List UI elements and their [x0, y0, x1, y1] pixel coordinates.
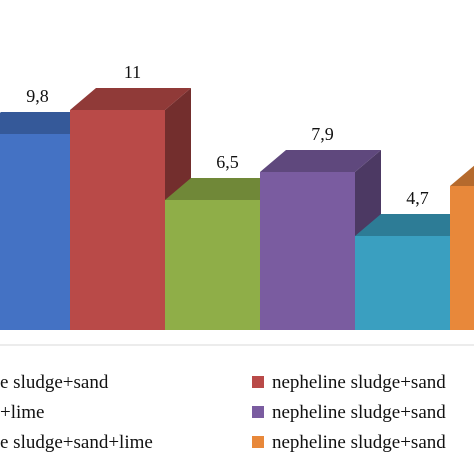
bar-4-top [260, 150, 381, 172]
legend-item-2: nepheline sludge+sand [252, 372, 446, 393]
legend-label: e sludge+sand+lime [0, 432, 153, 453]
legend-label: nepheline sludge+sand [272, 372, 446, 393]
bar-1-front [0, 134, 70, 330]
bar-2-front [70, 110, 165, 330]
bar-3-front [165, 200, 260, 330]
bar-6-front [450, 186, 474, 330]
bar-4-front [260, 172, 355, 330]
bar-2-value-label: 11 [124, 62, 141, 82]
bar-6-top [450, 165, 474, 186]
legend-label: e sludge+sand [0, 372, 109, 393]
bars-group [0, 88, 474, 330]
legend-item-6: nepheline sludge+sand [252, 432, 446, 453]
legend-item-5: e sludge+sand+lime [0, 432, 153, 453]
legend-swatch [252, 406, 264, 418]
bar-3-top [165, 178, 286, 200]
legend-label: +lime [0, 402, 45, 423]
legend-swatch [252, 376, 264, 388]
legend-label: nepheline sludge+sand [272, 402, 446, 423]
legend-swatch [252, 436, 264, 448]
legend-label: nepheline sludge+sand [272, 432, 446, 453]
bar-1-value-label: 9,8 [26, 86, 49, 106]
bar-4-value-label: 7,9 [311, 124, 334, 144]
legend-item-1: e sludge+sand [0, 372, 109, 393]
legend-item-4: nepheline sludge+sand [252, 402, 446, 423]
bar-2-top [70, 88, 191, 110]
legend: e sludge+sand nepheline sludge+sand +lime n… [0, 372, 446, 453]
bar-5-top [355, 214, 474, 236]
bar-5-value-label: 4,7 [406, 188, 429, 208]
bar-5-front [355, 236, 450, 330]
bar-3-value-label: 6,5 [216, 152, 239, 172]
value-labels-group: 9,8 11 6,5 7,9 4,7 [26, 62, 429, 208]
legend-item-3: +lime [0, 402, 45, 423]
bar-6 [450, 165, 474, 330]
